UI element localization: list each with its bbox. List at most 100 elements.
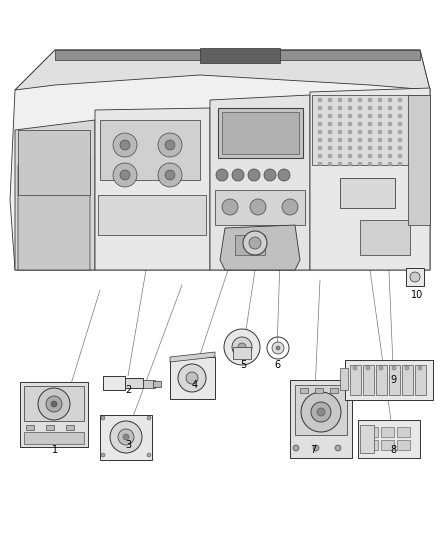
Circle shape: [405, 366, 409, 370]
Text: 10: 10: [411, 290, 423, 300]
Circle shape: [318, 98, 322, 102]
Circle shape: [378, 146, 382, 150]
Circle shape: [368, 122, 372, 126]
Circle shape: [318, 106, 322, 110]
Circle shape: [178, 364, 206, 392]
Bar: [218, 108, 303, 158]
Bar: [300, 388, 308, 393]
Circle shape: [348, 114, 352, 118]
Circle shape: [318, 114, 322, 118]
Circle shape: [358, 122, 362, 126]
Circle shape: [366, 366, 370, 370]
Circle shape: [368, 98, 372, 102]
Circle shape: [353, 366, 357, 370]
Circle shape: [418, 106, 422, 110]
Circle shape: [158, 133, 182, 157]
Circle shape: [392, 366, 396, 370]
Circle shape: [328, 114, 332, 118]
Circle shape: [318, 162, 322, 166]
Text: 9: 9: [390, 375, 396, 385]
Circle shape: [379, 366, 383, 370]
Bar: [290, 380, 352, 458]
Text: 1: 1: [52, 445, 58, 455]
Circle shape: [408, 154, 412, 158]
Circle shape: [51, 401, 57, 407]
Polygon shape: [170, 352, 215, 362]
Bar: [363, 365, 374, 395]
Circle shape: [318, 146, 322, 150]
Circle shape: [398, 114, 402, 118]
Circle shape: [248, 169, 260, 181]
Circle shape: [418, 146, 422, 150]
Circle shape: [368, 106, 372, 110]
Circle shape: [408, 146, 412, 150]
Circle shape: [232, 337, 252, 357]
Circle shape: [101, 453, 105, 457]
Circle shape: [388, 114, 392, 118]
Circle shape: [338, 114, 342, 118]
Circle shape: [408, 122, 412, 126]
Circle shape: [38, 388, 70, 420]
Circle shape: [348, 162, 352, 166]
Polygon shape: [18, 155, 90, 270]
Circle shape: [408, 162, 412, 166]
Bar: [408, 95, 430, 225]
Circle shape: [249, 237, 261, 249]
Circle shape: [358, 130, 362, 134]
Circle shape: [338, 138, 342, 142]
Circle shape: [328, 162, 332, 166]
Bar: [18, 130, 90, 195]
Bar: [381, 440, 394, 450]
Text: 2: 2: [125, 385, 131, 395]
Bar: [125, 378, 143, 388]
Bar: [397, 440, 410, 450]
Circle shape: [388, 154, 392, 158]
Circle shape: [398, 146, 402, 150]
Circle shape: [388, 122, 392, 126]
Polygon shape: [15, 50, 430, 90]
Circle shape: [110, 421, 142, 453]
Circle shape: [301, 392, 341, 432]
Bar: [330, 388, 338, 393]
Circle shape: [338, 130, 342, 134]
Circle shape: [378, 130, 382, 134]
Bar: [415, 365, 426, 395]
Circle shape: [338, 146, 342, 150]
Circle shape: [398, 106, 402, 110]
Circle shape: [368, 146, 372, 150]
Bar: [153, 381, 161, 387]
Circle shape: [388, 106, 392, 110]
Circle shape: [378, 122, 382, 126]
Circle shape: [368, 114, 372, 118]
Bar: [350, 365, 361, 395]
Circle shape: [388, 146, 392, 150]
Circle shape: [328, 138, 332, 142]
Bar: [24, 386, 84, 421]
Circle shape: [338, 122, 342, 126]
Bar: [200, 48, 280, 63]
Circle shape: [328, 106, 332, 110]
Circle shape: [243, 231, 267, 255]
Bar: [215, 190, 305, 225]
Circle shape: [358, 138, 362, 142]
Bar: [26, 425, 34, 430]
Polygon shape: [310, 88, 430, 270]
Bar: [143, 380, 155, 388]
Circle shape: [328, 154, 332, 158]
Circle shape: [398, 138, 402, 142]
Bar: [406, 268, 424, 286]
Bar: [365, 427, 378, 437]
Circle shape: [328, 98, 332, 102]
Circle shape: [120, 140, 130, 150]
Circle shape: [358, 146, 362, 150]
Circle shape: [120, 170, 130, 180]
Bar: [98, 195, 206, 235]
Circle shape: [113, 133, 137, 157]
Circle shape: [147, 416, 151, 420]
Circle shape: [318, 122, 322, 126]
Circle shape: [147, 453, 151, 457]
Circle shape: [410, 272, 420, 282]
Circle shape: [378, 138, 382, 142]
Polygon shape: [95, 108, 210, 270]
Circle shape: [165, 140, 175, 150]
